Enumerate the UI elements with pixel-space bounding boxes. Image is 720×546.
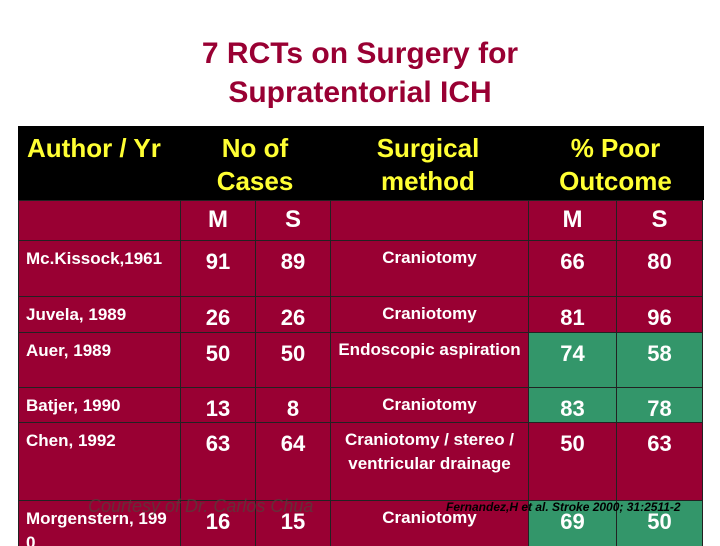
subheader-poor-s: S: [616, 200, 703, 241]
cell-author: Juvela, 1989: [18, 296, 181, 333]
watermark-courtesy: Courtesy of Dr. Carlos Chua: [88, 496, 314, 516]
header-author: Author / Yr: [27, 133, 161, 163]
subheader-poor-m: M: [528, 200, 617, 241]
cell-method: Craniotomy: [330, 296, 529, 333]
cell-method: Endoscopic aspiration: [330, 332, 529, 388]
cell-author: Mc.Kissock,1961: [18, 240, 181, 297]
cell-poor-m: 69: [528, 500, 617, 546]
cell-author: Batjer, 1990: [18, 387, 181, 423]
cell-method: Craniotomy / stereo / ventricular draina…: [330, 422, 529, 501]
cell-cases-m: 50: [180, 332, 256, 388]
slide-title: 7 RCTs on Surgery for Supratentorial ICH: [0, 34, 720, 112]
cell-cases-s: 64: [255, 422, 331, 501]
cell-method: Craniotomy: [330, 240, 529, 297]
cell-poor-m: 74: [528, 332, 617, 388]
rct-table: Author / Yr No of Cases Surgical method …: [18, 126, 704, 546]
cell-cases-s: 26: [255, 296, 331, 333]
cell-cases-s: 8: [255, 387, 331, 423]
title-line-2: Supratentorial ICH: [228, 76, 492, 109]
cell-poor-m: 83: [528, 387, 617, 423]
cell-method: Craniotomy: [330, 387, 529, 423]
cell-poor-m: 50: [528, 422, 617, 501]
cell-cases-s: 15: [255, 500, 331, 546]
title-line-1: 7 RCTs on Surgery for: [201, 37, 519, 70]
cell-cases-m: 26: [180, 296, 256, 333]
cell-cases-m: 13: [180, 387, 256, 423]
cell-author: Auer, 1989: [18, 332, 181, 388]
cell-author: Chen, 1992: [18, 422, 181, 501]
cell-poor-s: 58: [616, 332, 703, 388]
cell-poor-s: 80: [616, 240, 703, 297]
header-outcome: % Poor Outcome: [559, 133, 672, 196]
cell-poor-s: 63: [616, 422, 703, 501]
cell-poor-s: 96: [616, 296, 703, 333]
cell-author: Morgenstern, 1990: [18, 500, 181, 546]
subheader-cases-s: S: [255, 200, 331, 241]
cell-poor-s: 78: [616, 387, 703, 423]
subheader-blank: [18, 200, 181, 241]
citation: Fernandez,H et al. Stroke 2000; 31:2511-…: [446, 500, 681, 514]
subheader-method-blank: [330, 200, 529, 241]
header-cases: No of Cases: [216, 133, 294, 196]
cell-method: Craniotomy: [330, 500, 529, 546]
cell-cases-m: 91: [180, 240, 256, 297]
cell-poor-m: 81: [528, 296, 617, 333]
cell-cases-m: 63: [180, 422, 256, 501]
cell-cases-s: 89: [255, 240, 331, 297]
header-background: [18, 126, 704, 200]
cell-poor-s: 50: [616, 500, 703, 546]
cell-poor-m: 66: [528, 240, 617, 297]
subheader-cases-m: M: [180, 200, 256, 241]
header-method: Surgical method: [376, 133, 480, 196]
cell-cases-s: 50: [255, 332, 331, 388]
